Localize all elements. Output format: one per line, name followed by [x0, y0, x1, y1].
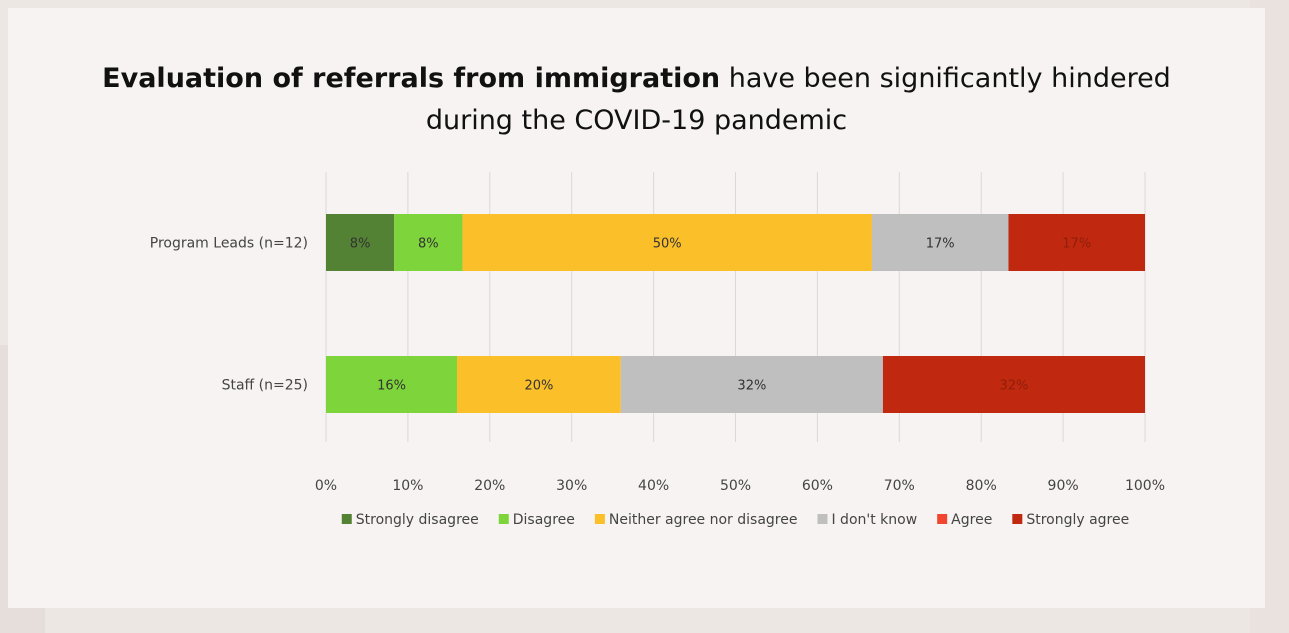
legend-swatch [594, 514, 605, 524]
tick-label: 60% [802, 478, 833, 494]
title-line-2: during the COVID-19 pandemic [425, 105, 848, 136]
chart-card: Evaluation of referrals from immigration… [8, 8, 1265, 608]
legend-label: I don't know [831, 512, 917, 528]
title-line-1: Evaluation of referrals from immigration… [8, 58, 1265, 100]
data-label: 17% [926, 237, 955, 252]
tick-label: 70% [884, 478, 915, 494]
legend-label: Neither agree nor disagree [609, 512, 798, 528]
tick-label: 40% [638, 478, 669, 494]
bar-segment [326, 214, 395, 271]
category-label: Staff (n=25) [222, 378, 308, 394]
legend-item: Strongly agree [1012, 512, 1129, 528]
tick-label: 20% [474, 478, 505, 494]
legend-swatch [937, 514, 948, 524]
data-label: 50% [653, 237, 682, 252]
bar-segment [620, 356, 883, 413]
bar-segment [1008, 214, 1145, 271]
data-label: 17% [1062, 237, 1091, 252]
legend-label: Strongly agree [1026, 512, 1129, 528]
legend-label: Disagree [513, 512, 575, 528]
tick-label: 10% [392, 478, 423, 494]
tick-label: 0% [315, 478, 337, 494]
tick-label: 100% [1125, 478, 1165, 494]
bar-segment [394, 214, 463, 271]
legend-item: Disagree [498, 512, 575, 528]
bar-segment [326, 356, 458, 413]
bar-segment [882, 356, 1145, 413]
title-rest-text: have been significantly hindered [720, 63, 1171, 94]
legend-item: I don't know [817, 512, 917, 528]
category-labels: Program Leads (n=12) Staff (n=25) [150, 236, 308, 394]
data-label: 20% [524, 379, 553, 394]
bars: 8% 8% 50% 17% 17% 16% 20% 32% 32% [326, 214, 1145, 413]
bar-segment [871, 214, 1009, 271]
legend-item: Agree [937, 512, 992, 528]
data-label: 8% [418, 237, 439, 252]
data-label: 16% [377, 379, 406, 394]
data-label: 32% [737, 379, 766, 394]
tick-label: 80% [966, 478, 997, 494]
legend-swatch [817, 514, 828, 524]
data-label: 8% [350, 237, 371, 252]
bar-segment [457, 356, 621, 413]
tick-label: 50% [720, 478, 751, 494]
legend-item: Strongly disagree [341, 512, 479, 528]
chart-title: Evaluation of referrals from immigration… [8, 58, 1265, 142]
data-label: 32% [1000, 379, 1029, 394]
tick-label: 90% [1048, 478, 1079, 494]
title-bold-text: Evaluation of referrals from immigration [102, 63, 721, 94]
legend: Strongly disagree Disagree Neither agree n… [341, 512, 1129, 528]
legend-item: Neither agree nor disagree [594, 512, 798, 528]
legend-swatch [341, 514, 352, 524]
category-label: Program Leads (n=12) [150, 236, 308, 252]
x-axis-ticks: 0% 10% 20% 30% 40% 50% 60% 70% 80% 90% 100% [315, 478, 1165, 494]
legend-swatch [498, 514, 509, 524]
bar-segment [462, 214, 872, 271]
tick-label: 30% [556, 478, 587, 494]
legend-swatch [1012, 514, 1023, 524]
legend-label: Agree [951, 512, 992, 528]
legend-label: Strongly disagree [356, 512, 479, 528]
